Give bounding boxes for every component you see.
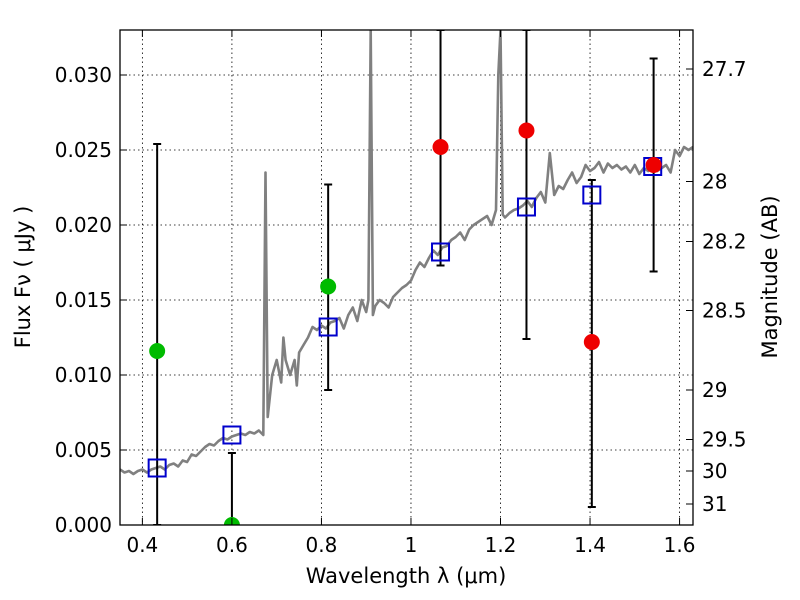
- right-y-tick-label: 31: [702, 492, 727, 516]
- tick-labels: 0.4 0.6 0.8 1 1.2 1.4 1.6 0.000 0.005 0.010 0.015 0…: [55, 57, 747, 557]
- right-y-axis-label: Magnitude (AB): [758, 195, 782, 358]
- measured-flux-point: [320, 278, 337, 295]
- right-y-tick-label: 27.7: [702, 57, 747, 81]
- model-flux-marker: [431, 242, 451, 262]
- x-tick-label: 1.6: [664, 533, 696, 557]
- template-spectrum-line: [120, 30, 693, 476]
- measured-flux-point: [583, 334, 600, 350]
- x-tick-label: 1.4: [574, 533, 606, 557]
- x-axis-label: Wavelength λ (μm): [306, 564, 507, 588]
- x-tick-label: 0.6: [216, 533, 248, 557]
- measured-flux-point: [149, 343, 166, 359]
- tick-marks: [120, 30, 693, 526]
- plot-area: [120, 30, 693, 525]
- y-tick-label: 0.010: [55, 363, 112, 387]
- y-tick-label: 0.015: [55, 288, 112, 312]
- y-axis-label: Flux Fν ( μJy ): [11, 206, 35, 349]
- right-y-tick-label: 28.2: [702, 230, 747, 254]
- x-tick-label: 1.2: [485, 533, 517, 557]
- y-tick-label: 0.020: [55, 213, 112, 237]
- model-flux-marker: [147, 458, 167, 478]
- right-y-tick-label: 29: [702, 378, 727, 402]
- measured-flux-point: [518, 122, 535, 139]
- model-flux-marker: [318, 317, 338, 337]
- right-y-tick-label: 28.5: [702, 299, 747, 323]
- right-y-tick-label: 29.5: [702, 428, 747, 452]
- y-tick-label: 0.025: [55, 138, 112, 162]
- y-tick-label: 0.000: [55, 513, 112, 537]
- model-flux-marker: [582, 185, 602, 205]
- right-y-tick-label: 28: [702, 170, 727, 194]
- model-flux-marker: [516, 197, 536, 217]
- measured-flux-point: [432, 139, 449, 155]
- y-tick-label: 0.005: [55, 438, 112, 462]
- plot-frame: [119, 29, 694, 526]
- right-y-tick-label: 30: [702, 459, 727, 483]
- x-tick-label: 1: [405, 533, 418, 557]
- x-tick-label: 0.4: [126, 533, 158, 557]
- model-flux-marker: [222, 425, 242, 445]
- measured-flux-point: [645, 157, 662, 173]
- y-tick-label: 0.030: [55, 63, 112, 87]
- x-tick-label: 0.8: [306, 533, 338, 557]
